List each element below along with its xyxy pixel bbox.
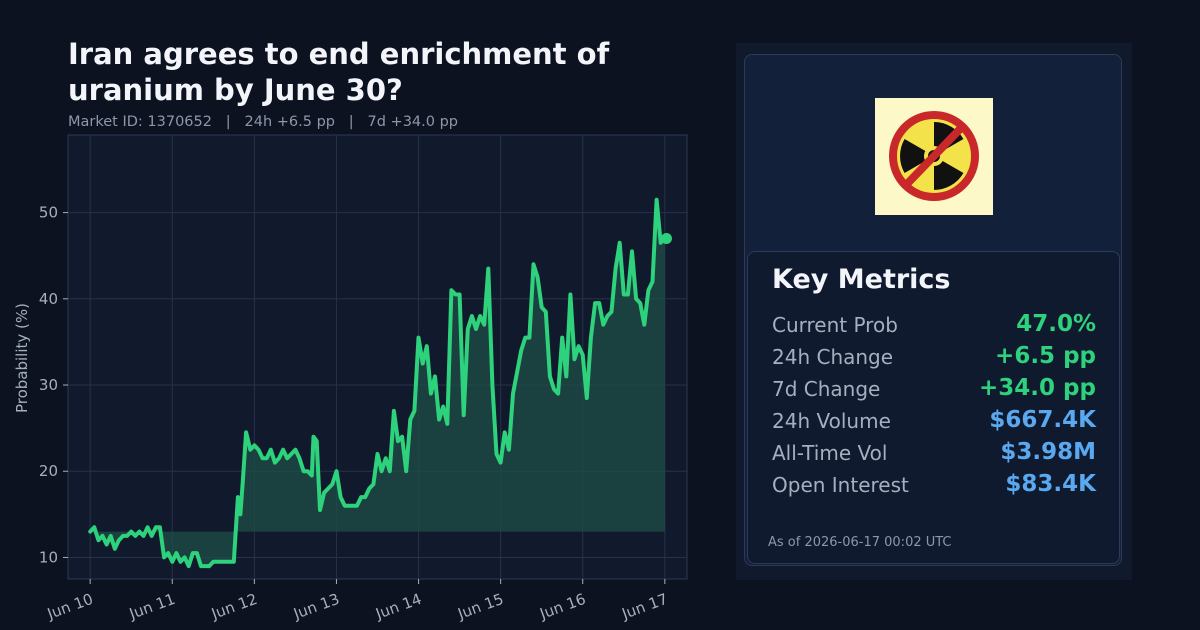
x-tick-label: Jun 17: [619, 590, 671, 623]
y-tick-label: 30: [39, 376, 58, 394]
metric-24h-volume: 24h Volume $667.4K: [772, 407, 1096, 441]
metric-label: 7d Change: [772, 377, 881, 401]
metric-7d-change: 7d Change +34.0 pp: [772, 375, 1096, 409]
metric-24h-change: 24h Change +6.5 pp: [772, 343, 1096, 377]
x-tick-label: Jun 13: [290, 590, 342, 623]
x-tick-label: Jun 14: [372, 590, 424, 623]
key-metrics-heading: Key Metrics: [772, 264, 951, 295]
metric-all-time-volume: All-Time Vol $3.98M: [772, 439, 1096, 473]
metric-label: All-Time Vol: [772, 441, 888, 465]
metric-value: 47.0%: [1016, 311, 1096, 337]
x-tick-label: Jun 12: [208, 590, 260, 623]
x-tick-label: Jun 16: [537, 590, 589, 623]
metric-label: 24h Change: [772, 345, 894, 369]
market-thumbnail: [875, 98, 993, 215]
series-line: [88, 197, 667, 569]
market-subtitle: Market ID: 1370652 | 24h +6.5 pp | 7d +3…: [68, 114, 459, 130]
y-axis-label: Probability (%): [13, 303, 31, 413]
x-tick-label: Jun 15: [454, 590, 506, 623]
y-tick-label: 20: [39, 462, 58, 480]
last-value-point: [660, 232, 672, 244]
series-area-fill: [90, 199, 665, 567]
metric-value: $3.98M: [1000, 439, 1096, 465]
no-nuclear-icon: [889, 111, 979, 201]
x-tick-label: Jun 11: [126, 590, 178, 623]
y-tick-label: 40: [39, 290, 58, 308]
metric-value: +6.5 pp: [995, 343, 1096, 369]
metric-label: 24h Volume: [772, 409, 891, 433]
metric-label: Open Interest: [772, 473, 909, 497]
metric-label: Current Prob: [772, 313, 898, 337]
metric-current-prob: Current Prob 47.0%: [772, 311, 1096, 345]
y-tick-label: 10: [39, 548, 58, 566]
metric-value: $83.4K: [1005, 471, 1096, 497]
key-metrics-card: [747, 251, 1120, 564]
as-of-timestamp: As of 2026-06-17 00:02 UTC: [768, 535, 952, 550]
market-title: Iran agrees to end enrichment of uranium…: [68, 37, 610, 107]
probability-chart: 10 20 30 40 50 Jun 10 Jun 11 Jun 12 Jun 13 Jun 14…: [13, 134, 688, 623]
x-tick-label: Jun 10: [44, 590, 96, 623]
metric-value: +34.0 pp: [979, 375, 1096, 401]
metric-value: $667.4K: [989, 407, 1096, 433]
y-tick-label: 50: [39, 204, 58, 222]
metric-open-interest: Open Interest $83.4K: [772, 471, 1096, 505]
